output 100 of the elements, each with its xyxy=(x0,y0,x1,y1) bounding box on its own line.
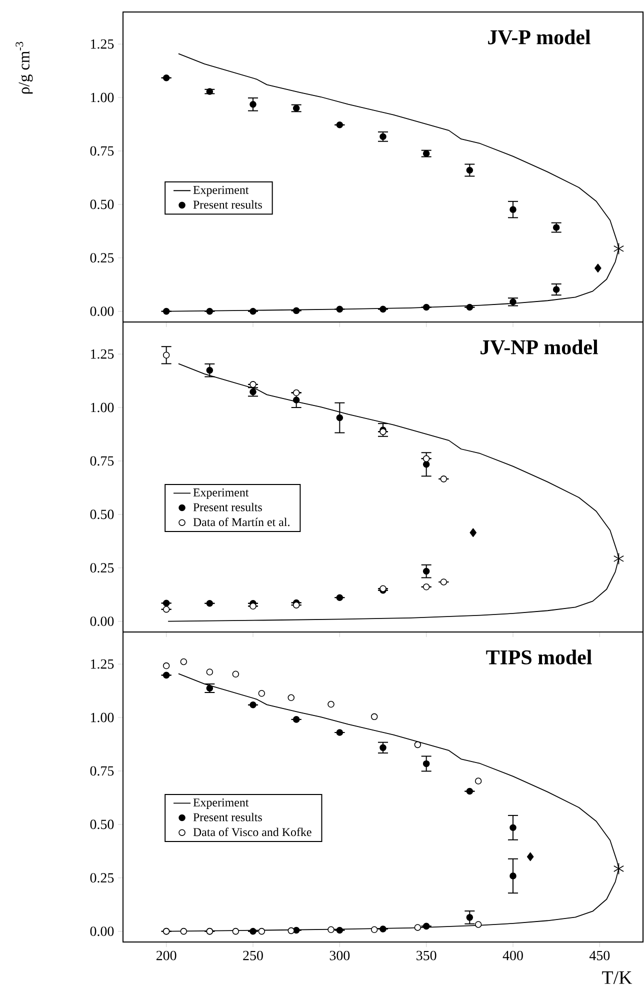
point xyxy=(380,133,386,140)
legend-label: Present results xyxy=(193,502,262,512)
point xyxy=(250,602,256,610)
point xyxy=(552,286,560,293)
legend-label: Present results xyxy=(193,812,262,822)
point xyxy=(232,928,240,935)
point xyxy=(250,702,256,708)
x-tick-label: 300 xyxy=(330,950,350,960)
point xyxy=(614,862,624,875)
text: JV-P model xyxy=(488,30,590,44)
point xyxy=(336,926,344,934)
point xyxy=(336,306,344,313)
legend-label: Present results xyxy=(193,200,262,209)
point xyxy=(206,600,214,607)
point xyxy=(414,924,422,931)
y-tick-label: 0.50 xyxy=(90,510,114,520)
y-tick-label: 0.75 xyxy=(90,456,114,466)
point xyxy=(474,778,482,784)
point xyxy=(328,700,334,708)
point xyxy=(510,824,516,832)
point xyxy=(466,304,474,311)
point xyxy=(250,928,256,935)
point xyxy=(422,922,430,930)
x-tick-label: 250 xyxy=(243,950,263,960)
point xyxy=(614,552,624,565)
y-axis-title: ρ/g cm$^{-3}$ xyxy=(16,42,33,94)
point xyxy=(206,308,214,315)
point xyxy=(422,584,430,590)
point xyxy=(466,166,474,174)
y-tick-label: 1.25 xyxy=(90,39,114,49)
legend-label: Data of Visco and Kofke xyxy=(193,828,312,836)
point xyxy=(250,100,256,108)
point xyxy=(258,928,266,935)
point xyxy=(510,872,516,880)
text: TIPS model xyxy=(486,650,592,664)
point xyxy=(414,741,422,748)
legend-label: Data of Martín et al. xyxy=(193,518,290,526)
point xyxy=(206,88,214,95)
point xyxy=(422,150,430,157)
point xyxy=(250,388,256,396)
point xyxy=(422,760,430,768)
point xyxy=(422,461,430,468)
y-tick-label: 0.75 xyxy=(90,146,114,156)
legend-label: Experiment xyxy=(193,488,249,499)
point xyxy=(162,74,170,82)
point xyxy=(594,264,602,273)
point xyxy=(292,602,300,608)
y-tick-label: 1.25 xyxy=(90,349,114,359)
point xyxy=(466,788,474,795)
point xyxy=(292,307,300,314)
point xyxy=(162,662,170,670)
point xyxy=(180,928,188,935)
line-series xyxy=(168,363,620,622)
point xyxy=(466,914,474,921)
y-tick-label: 0.50 xyxy=(90,820,114,830)
point xyxy=(526,852,534,862)
legend-label: Experiment xyxy=(193,798,249,809)
point xyxy=(250,308,256,315)
point xyxy=(288,927,295,934)
point xyxy=(206,366,214,374)
point xyxy=(328,926,334,933)
point xyxy=(336,729,344,736)
point xyxy=(336,121,344,128)
y-tick-label: 0.25 xyxy=(90,253,114,263)
point xyxy=(422,455,430,462)
point xyxy=(162,672,170,679)
point xyxy=(510,298,516,306)
text: JV-NP model xyxy=(480,340,598,354)
point xyxy=(422,304,430,311)
point xyxy=(162,600,170,607)
y-tick-label: 0.25 xyxy=(90,873,114,883)
point xyxy=(288,694,295,702)
y-tick-label: 0.75 xyxy=(90,766,114,776)
point xyxy=(370,713,378,720)
point xyxy=(614,242,624,255)
point xyxy=(180,658,188,666)
point xyxy=(510,206,516,213)
point xyxy=(336,414,344,422)
y-tick-label: 1.00 xyxy=(90,402,114,412)
point xyxy=(250,381,256,388)
y-tick-label: 0.00 xyxy=(90,306,114,316)
point xyxy=(380,306,386,313)
x-tick-label: 200 xyxy=(156,950,176,960)
point xyxy=(336,594,344,601)
point xyxy=(232,670,240,678)
point xyxy=(162,352,170,359)
point xyxy=(292,716,300,723)
x-axis-title: T/K xyxy=(602,971,632,984)
y-tick-label: 0.25 xyxy=(90,563,114,573)
point xyxy=(380,926,386,932)
y-tick-label: 0.50 xyxy=(90,200,114,210)
x-tick-label: 350 xyxy=(416,950,436,960)
legend-label: Experiment xyxy=(193,186,249,196)
y-tick-label: 0.00 xyxy=(90,926,114,936)
point xyxy=(440,476,448,482)
point xyxy=(474,921,482,928)
y-tick-label: 1.00 xyxy=(90,92,114,102)
point xyxy=(162,606,170,613)
x-tick-label: 450 xyxy=(589,950,610,960)
point xyxy=(440,578,448,586)
